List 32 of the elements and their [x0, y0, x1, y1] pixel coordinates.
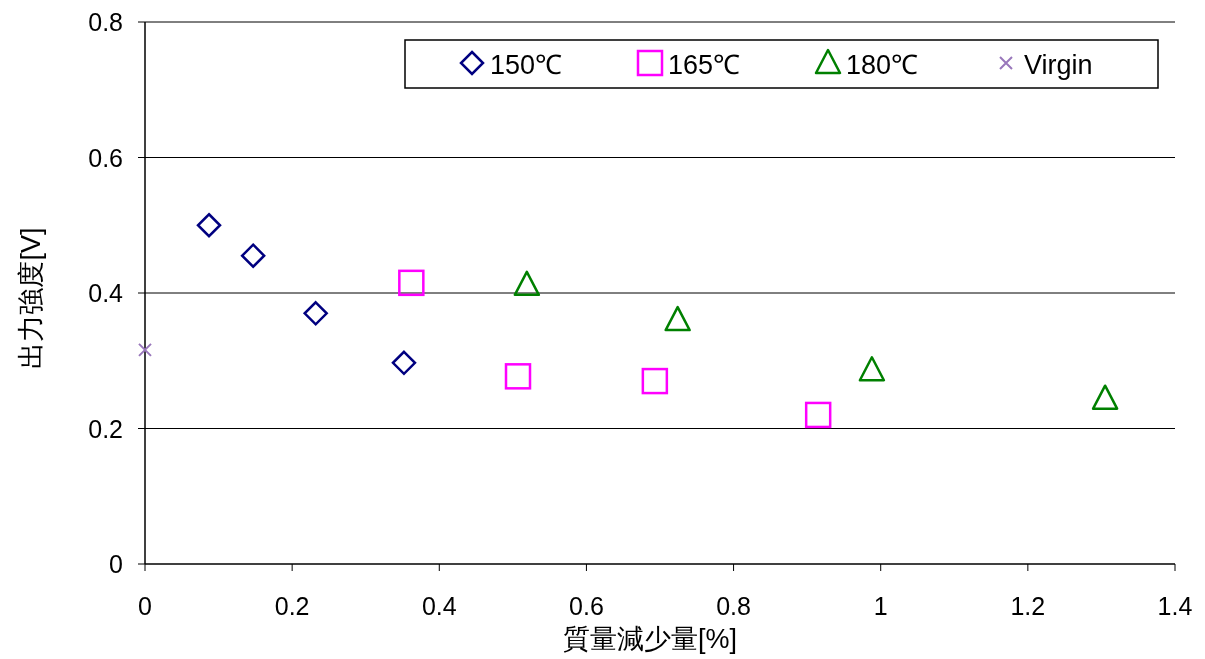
- x-tick-label: 0.6: [569, 592, 604, 620]
- legend-label: 180℃: [846, 50, 919, 80]
- x-tick-label: 0.8: [716, 592, 751, 620]
- legend-label: 150℃: [490, 50, 563, 80]
- point: [641, 367, 669, 395]
- point: [858, 355, 886, 382]
- x-axis-title: 質量減少量[%]: [562, 624, 738, 654]
- y-tick-label: 0: [109, 550, 123, 578]
- legend-label: 165℃: [668, 50, 741, 80]
- point: [138, 342, 152, 357]
- y-tick-label: 0.8: [88, 8, 123, 36]
- y-tick-label: 0.4: [88, 279, 124, 307]
- point: [398, 269, 425, 297]
- x-tick-label: 1.4: [1157, 592, 1193, 620]
- x-tick-label: 0.2: [274, 592, 310, 620]
- x-tick-label: 0: [138, 592, 152, 620]
- point: [303, 301, 328, 326]
- point: [513, 270, 541, 297]
- y-axis-title: 出力強度[V]: [16, 227, 46, 369]
- y-tick-label: 0.6: [88, 143, 123, 172]
- point: [196, 213, 222, 238]
- legend-label: Virgin: [1024, 50, 1093, 80]
- point: [504, 363, 532, 390]
- point: [1091, 384, 1119, 410]
- y-tick-label: 0.2: [88, 414, 123, 443]
- point: [240, 243, 266, 268]
- x-tick-label: 0.4: [421, 592, 457, 620]
- point: [391, 350, 417, 376]
- x-tick-label: 1.2: [1010, 592, 1046, 620]
- x-tick-label: 1: [873, 592, 888, 620]
- point: [664, 305, 691, 332]
- point: [804, 401, 832, 429]
